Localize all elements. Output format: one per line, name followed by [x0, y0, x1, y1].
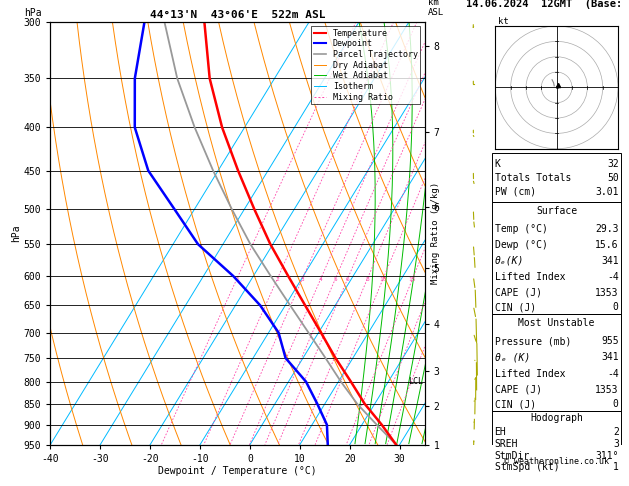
- Text: 955: 955: [601, 336, 619, 346]
- Text: 1: 1: [613, 462, 619, 472]
- Text: Lifted Index: Lifted Index: [494, 368, 565, 379]
- Text: 6: 6: [345, 277, 349, 282]
- X-axis label: Dewpoint / Temperature (°C): Dewpoint / Temperature (°C): [158, 467, 317, 476]
- Text: StmSpd (kt): StmSpd (kt): [494, 462, 559, 472]
- Text: CAPE (J): CAPE (J): [494, 385, 542, 395]
- Text: 15: 15: [409, 277, 416, 282]
- Text: 2: 2: [276, 277, 279, 282]
- Text: CAPE (J): CAPE (J): [494, 288, 542, 298]
- Text: Hodograph: Hodograph: [530, 413, 583, 423]
- Text: 341: 341: [601, 352, 619, 363]
- Text: θₑ(K): θₑ(K): [494, 256, 524, 266]
- Text: 1: 1: [235, 277, 238, 282]
- Text: -4: -4: [607, 368, 619, 379]
- Text: km
ASL: km ASL: [428, 0, 444, 17]
- Text: Temp (°C): Temp (°C): [494, 224, 547, 234]
- Text: Most Unstable: Most Unstable: [518, 318, 595, 329]
- Text: 0: 0: [613, 302, 619, 312]
- Text: hPa: hPa: [24, 8, 42, 17]
- Text: 5: 5: [333, 277, 337, 282]
- Text: 341: 341: [601, 256, 619, 266]
- Text: 1353: 1353: [595, 288, 619, 298]
- Text: 3.01: 3.01: [595, 187, 619, 197]
- Text: kt: kt: [498, 17, 509, 26]
- Text: 8: 8: [365, 277, 369, 282]
- Text: PW (cm): PW (cm): [494, 187, 536, 197]
- Text: Totals Totals: Totals Totals: [494, 173, 571, 183]
- Text: 0: 0: [613, 399, 619, 409]
- Text: CIN (J): CIN (J): [494, 302, 536, 312]
- Bar: [492, 411, 621, 472]
- Text: 14.06.2024  12GMT  (Base: 06): 14.06.2024 12GMT (Base: 06): [466, 0, 629, 9]
- Text: 29.3: 29.3: [595, 224, 619, 234]
- Legend: Temperature, Dewpoint, Parcel Trajectory, Dry Adiabat, Wet Adiabat, Isotherm, Mi: Temperature, Dewpoint, Parcel Trajectory…: [311, 26, 420, 104]
- Text: 32: 32: [607, 159, 619, 169]
- Text: 4: 4: [319, 277, 323, 282]
- Text: LCL: LCL: [408, 377, 423, 386]
- Title: 44°13'N  43°06'E  522m ASL: 44°13'N 43°06'E 522m ASL: [150, 10, 325, 20]
- Bar: [492, 202, 621, 313]
- Text: Surface: Surface: [536, 206, 577, 216]
- Text: 3: 3: [300, 277, 304, 282]
- Text: Mixing Ratio (g/kg): Mixing Ratio (g/kg): [431, 182, 440, 284]
- Text: -4: -4: [607, 272, 619, 282]
- Text: 10: 10: [379, 277, 387, 282]
- Bar: [492, 313, 621, 411]
- Text: Lifted Index: Lifted Index: [494, 272, 565, 282]
- Text: 50: 50: [607, 173, 619, 183]
- Text: 15.6: 15.6: [595, 240, 619, 250]
- Text: © weatheronline.co.uk: © weatheronline.co.uk: [504, 457, 609, 467]
- Text: 311°: 311°: [595, 451, 619, 461]
- Text: 2: 2: [613, 427, 619, 437]
- Text: 3: 3: [613, 439, 619, 449]
- Text: θₑ (K): θₑ (K): [494, 352, 530, 363]
- Text: StmDir: StmDir: [494, 451, 530, 461]
- Text: K: K: [494, 159, 501, 169]
- Text: Dewp (°C): Dewp (°C): [494, 240, 547, 250]
- Text: EH: EH: [494, 427, 506, 437]
- Text: 1353: 1353: [595, 385, 619, 395]
- Bar: [492, 153, 621, 202]
- Text: SREH: SREH: [494, 439, 518, 449]
- Text: CIN (J): CIN (J): [494, 399, 536, 409]
- Text: Pressure (mb): Pressure (mb): [494, 336, 571, 346]
- Y-axis label: hPa: hPa: [11, 225, 21, 242]
